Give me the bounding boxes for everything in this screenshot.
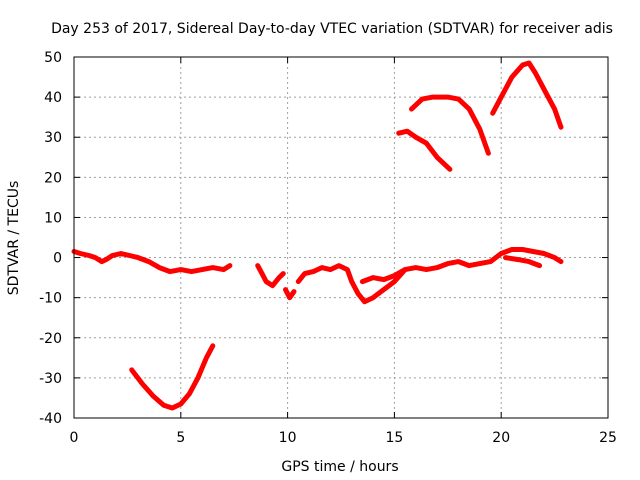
y-tick-label: 30 xyxy=(44,130,62,146)
y-tick-label: 50 xyxy=(44,50,62,66)
plot-frame xyxy=(73,56,609,419)
axis-ticks: 0 5 10 15 20 25 -40 -30 -20 -10 0 10 20 30 40 50 xyxy=(39,50,617,446)
series-arc-high-1 xyxy=(396,128,453,172)
series-arc-baseline-a xyxy=(71,249,233,275)
y-axis-label: SDTVAR / TECUs xyxy=(6,181,22,296)
x-axis-label: GPS time / hours xyxy=(281,459,398,475)
x-tick-label: 0 xyxy=(70,430,79,446)
y-tick-label: 20 xyxy=(44,170,62,186)
series-arc-high-3 xyxy=(490,60,564,130)
series-arc-negative xyxy=(129,343,216,411)
y-tick-label: 10 xyxy=(44,210,62,226)
series-arc-baseline-f xyxy=(503,255,543,269)
series-group xyxy=(71,60,564,411)
y-tick-label: 0 xyxy=(53,251,62,267)
y-tick-label: -10 xyxy=(39,291,62,307)
grid xyxy=(74,57,608,418)
chart-title: Day 253 of 2017, Sidereal Day-to-day VTE… xyxy=(51,21,613,37)
y-tick-label: -40 xyxy=(39,411,62,427)
series-arc-baseline-e xyxy=(359,267,408,285)
x-tick-label: 25 xyxy=(599,430,617,446)
y-tick-label: -30 xyxy=(39,371,62,387)
series-arc-baseline-c xyxy=(283,287,297,301)
series-arc-baseline-d xyxy=(295,247,564,305)
x-tick-label: 20 xyxy=(492,430,510,446)
x-tick-label: 10 xyxy=(279,430,297,446)
series-arc-baseline-b xyxy=(255,263,286,289)
x-tick-label: 5 xyxy=(176,430,185,446)
y-tick-label: -20 xyxy=(39,331,62,347)
series-arc-high-2 xyxy=(409,94,491,156)
y-tick-label: 40 xyxy=(44,90,62,106)
x-tick-label: 15 xyxy=(385,430,403,446)
